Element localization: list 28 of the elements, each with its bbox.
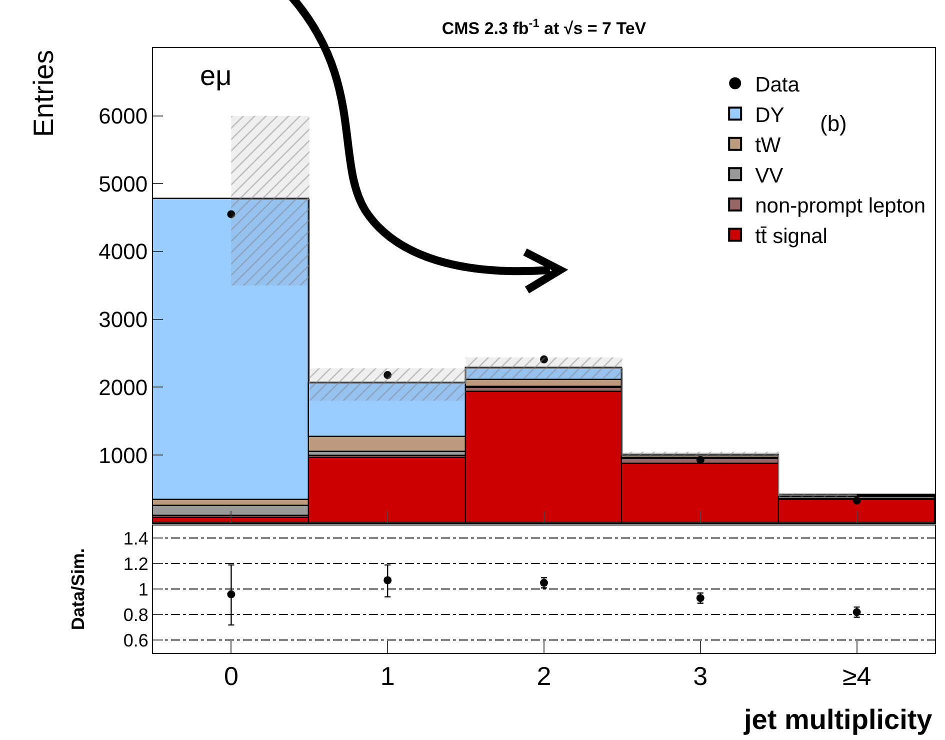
y-tick-label: 1000	[98, 442, 148, 468]
y-tick-label: 1.4	[123, 528, 148, 548]
y-axis-title: Data/Sim.	[68, 548, 88, 630]
y-tick-label: 4000	[98, 239, 148, 264]
x-axis-title: jet multiplicity	[743, 704, 933, 735]
y-tick-label: 6000	[98, 104, 148, 129]
x-tick-label: 2	[536, 661, 552, 692]
y-tick-label: 0.8	[123, 605, 148, 626]
legend-label: non-prompt lepton	[755, 194, 926, 218]
y-tick-label: 0.6	[123, 630, 148, 651]
y-tick-label: 1.2	[123, 554, 148, 574]
annotation: (b)	[820, 111, 847, 136]
x-tick-label: 0	[224, 661, 238, 692]
annotation: eμ	[200, 60, 232, 91]
legend-label: Data	[755, 73, 800, 96]
x-tick-label: 1	[380, 661, 395, 692]
legend-label: DY	[755, 104, 784, 127]
chart-title: CMS 2.3 fb$^{-1}$ at √s = 7 TeV	[442, 16, 647, 38]
y-tick-label: 3000	[98, 307, 148, 332]
y-axis-title: Entries	[28, 50, 60, 138]
y-tick-label: 5000	[98, 171, 148, 196]
legend-label: VV	[755, 164, 784, 188]
y-tick-label: 1	[138, 579, 148, 600]
x-tick-label: ≥4	[842, 661, 872, 692]
legend-label: tt̄ signal	[755, 224, 828, 248]
y-tick-label: 2000	[98, 374, 148, 400]
legend-label: tW	[755, 134, 781, 158]
x-tick-label: 3	[693, 661, 708, 692]
